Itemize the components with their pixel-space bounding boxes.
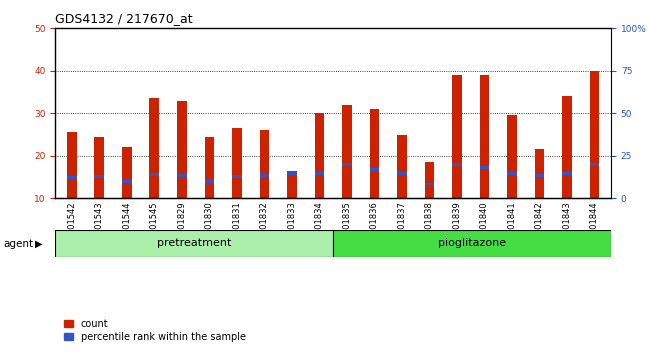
Bar xyxy=(55,230,333,257)
Bar xyxy=(507,115,517,198)
Bar xyxy=(94,137,104,198)
Bar xyxy=(333,230,611,257)
Bar xyxy=(370,109,379,198)
Bar xyxy=(315,113,324,198)
Bar xyxy=(205,181,214,183)
Bar xyxy=(150,98,159,198)
Bar xyxy=(562,172,572,175)
Bar xyxy=(424,183,434,185)
Bar xyxy=(67,176,77,179)
Bar xyxy=(259,130,269,198)
Bar xyxy=(452,164,462,166)
Text: agent: agent xyxy=(3,239,33,249)
Bar xyxy=(370,168,379,171)
Bar xyxy=(122,181,131,183)
Bar xyxy=(342,105,352,198)
Bar xyxy=(535,149,544,198)
Bar xyxy=(424,162,434,198)
Bar xyxy=(590,71,599,198)
Bar xyxy=(342,164,352,166)
Bar xyxy=(205,137,214,198)
Bar xyxy=(287,171,296,198)
Bar xyxy=(397,172,407,175)
Text: pioglitazone: pioglitazone xyxy=(438,238,506,249)
Bar xyxy=(315,172,324,175)
Bar xyxy=(232,128,242,198)
Bar xyxy=(480,75,489,198)
Bar xyxy=(150,173,159,176)
Bar xyxy=(122,147,131,198)
Text: ▶: ▶ xyxy=(35,239,43,249)
Bar xyxy=(397,135,407,198)
Bar xyxy=(287,172,296,175)
Bar xyxy=(94,175,104,178)
Bar xyxy=(590,164,599,166)
Bar xyxy=(67,132,77,198)
Bar xyxy=(535,174,544,177)
Text: pretreatment: pretreatment xyxy=(157,238,231,249)
Bar xyxy=(562,96,572,198)
Bar xyxy=(259,174,269,177)
Text: GDS4132 / 217670_at: GDS4132 / 217670_at xyxy=(55,12,193,25)
Bar xyxy=(452,75,462,198)
Bar xyxy=(177,101,187,198)
Bar xyxy=(507,172,517,175)
Bar xyxy=(177,174,187,177)
Bar xyxy=(232,175,242,178)
Bar xyxy=(480,166,489,169)
Legend: count, percentile rank within the sample: count, percentile rank within the sample xyxy=(60,315,250,346)
